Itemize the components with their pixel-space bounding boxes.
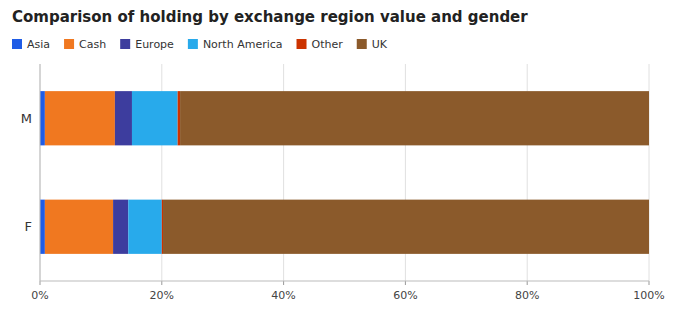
x-tick-label: 20% — [150, 289, 174, 302]
title: Comparison of holding by exchange region… — [12, 8, 528, 26]
y-tick-label: M — [21, 111, 32, 126]
x-grid: 0% 20% 40% 60% 80% 100% — [31, 64, 664, 302]
legend-label: UK — [372, 38, 388, 51]
y-axis-line — [40, 64, 41, 281]
x-tick — [283, 281, 284, 285]
bar-segment — [128, 200, 161, 254]
bar-segment — [132, 91, 178, 145]
legend-label: Other — [312, 38, 344, 51]
bars — [40, 91, 649, 254]
legend-swatch — [64, 39, 74, 49]
legend-swatch — [12, 39, 22, 49]
x-tick-label: 40% — [271, 289, 295, 302]
x-tick — [527, 281, 528, 285]
x-tick — [649, 281, 650, 285]
x-axis-line — [40, 281, 649, 282]
x-tick-label: 0% — [31, 289, 48, 302]
legend-label: North America — [203, 38, 283, 51]
x-tick-label: 60% — [393, 289, 417, 302]
legend-label: Asia — [27, 38, 50, 51]
bar-segment — [40, 200, 45, 254]
bar-segment — [115, 91, 132, 145]
legend-swatch — [357, 39, 367, 49]
grid-line — [40, 64, 41, 281]
legend-label: Europe — [135, 38, 174, 51]
legend-swatch — [120, 39, 130, 49]
legend-swatch — [188, 39, 198, 49]
x-tick-label: 100% — [633, 289, 664, 302]
bar-segment — [113, 200, 128, 254]
bar-segment — [163, 200, 649, 254]
chart-container: Comparison of holding by exchange region… — [0, 0, 673, 315]
x-tick — [161, 281, 162, 285]
x-tick — [405, 281, 406, 285]
bar-segment — [162, 200, 163, 254]
bar-segment — [45, 200, 113, 254]
y-tick-label: F — [25, 219, 32, 234]
x-tick-label: 80% — [515, 289, 539, 302]
bar-segment — [40, 91, 45, 145]
legend-swatch — [297, 39, 307, 49]
legend: Asia Cash Europe North America Other UK — [12, 38, 388, 51]
legend-label: Cash — [79, 38, 106, 51]
bar-segment — [180, 91, 649, 145]
bar-segment — [45, 91, 115, 145]
bar-segment — [178, 91, 180, 145]
x-tick — [40, 281, 41, 285]
chart-svg: Comparison of holding by exchange region… — [0, 0, 673, 315]
